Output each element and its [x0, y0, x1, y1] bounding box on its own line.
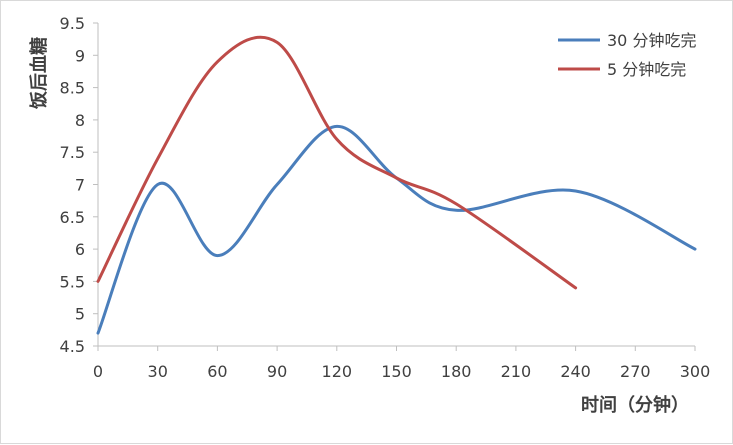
y-tick-label: 7: [75, 176, 85, 195]
y-tick-label: 6.5: [60, 208, 85, 227]
x-tick-label: 60: [207, 362, 227, 381]
y-tick-label: 5.5: [60, 272, 85, 291]
series-line-1: [96, 124, 697, 335]
x-tick-label: 300: [680, 362, 711, 381]
y-tick-label: 7.5: [60, 143, 85, 162]
x-tick-label: 120: [322, 362, 353, 381]
x-axis: 0 30 60 90 120 150 180 210 240 270 300: [93, 345, 711, 381]
legend-label-1: 30 分钟吃完: [607, 31, 696, 50]
legend-label-2: 5 分钟吃完: [607, 60, 686, 79]
y-tick-label: 8: [75, 111, 85, 130]
y-tick-label: 6: [75, 240, 85, 259]
x-tick-label: 240: [560, 362, 591, 381]
x-tick-label: 30: [148, 362, 168, 381]
series-line-2: [96, 35, 578, 290]
legend: 30 分钟吃完 5 分钟吃完: [558, 31, 696, 79]
x-tick-label: 90: [267, 362, 287, 381]
x-tick-label: 180: [441, 362, 472, 381]
y-axis-title: 饭后血糖: [28, 37, 50, 110]
y-axis: 4.5 5 5.5 6 6.5 7 7.5 8 8.5 9 9.5: [60, 14, 99, 356]
y-tick-label: 4.5: [60, 337, 85, 356]
y-tick-label: 8.5: [60, 79, 85, 98]
x-tick-label: 0: [93, 362, 103, 381]
x-tick-label: 210: [501, 362, 532, 381]
y-tick-label: 5: [75, 305, 85, 324]
x-tick-label: 150: [381, 362, 412, 381]
x-tick-label: 270: [620, 362, 651, 381]
y-tick-label: 9: [75, 46, 85, 65]
series-lines: [96, 35, 697, 335]
y-tick-label: 9.5: [60, 14, 85, 33]
x-axis-title: 时间（分钟）: [581, 394, 689, 416]
